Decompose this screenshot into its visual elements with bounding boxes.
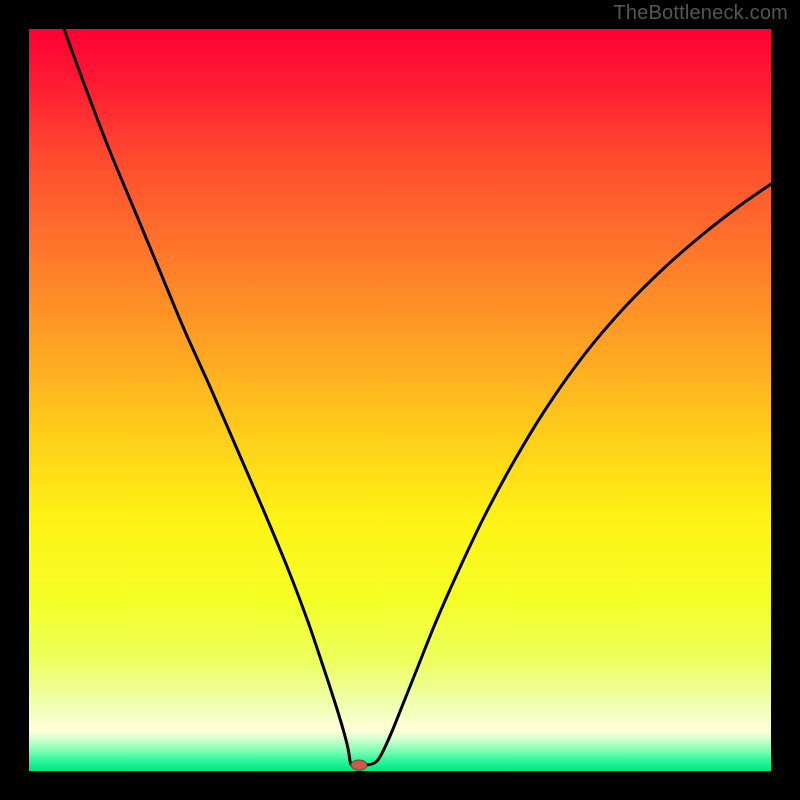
- watermark-text: TheBottleneck.com: [613, 2, 788, 25]
- plot-area: [29, 29, 771, 771]
- minimum-marker: [351, 760, 367, 770]
- plot-background: [29, 29, 771, 771]
- plot-svg: [29, 29, 771, 771]
- chart-frame: TheBottleneck.com: [0, 0, 800, 800]
